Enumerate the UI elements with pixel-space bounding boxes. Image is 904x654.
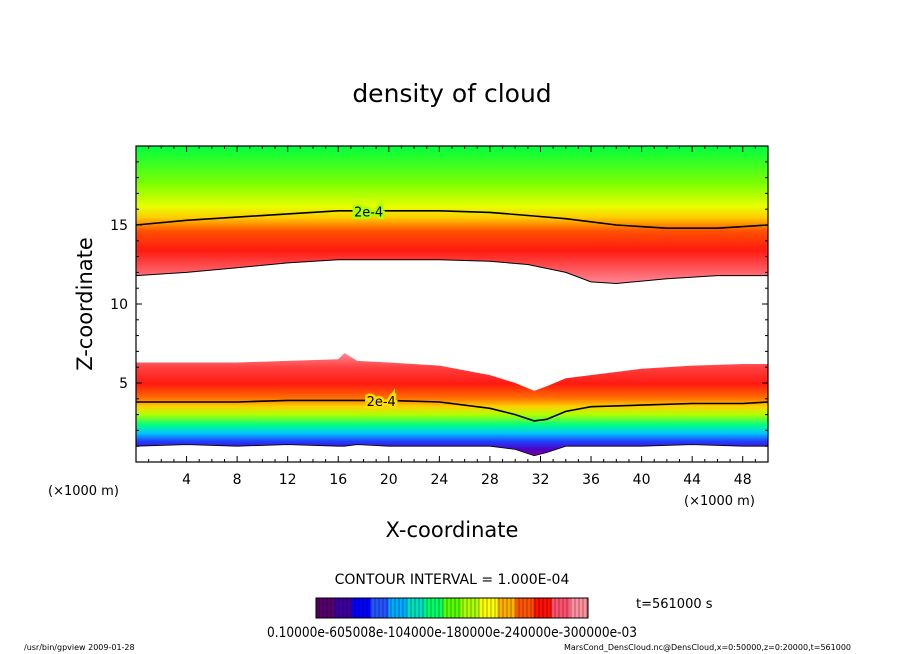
colorbar-cell bbox=[388, 598, 408, 618]
y-axis-label: Z-coordinate bbox=[73, 237, 97, 371]
colorbar-cell bbox=[352, 598, 371, 618]
x-axis-label: X-coordinate bbox=[386, 518, 519, 542]
x-tick-label: 28 bbox=[481, 472, 499, 488]
x-tick-label: 48 bbox=[734, 472, 752, 488]
y-tick-label: 10 bbox=[110, 297, 128, 313]
y-tick-label: 15 bbox=[110, 218, 128, 234]
colorbar-cell bbox=[497, 598, 516, 618]
x-tick-label: 32 bbox=[532, 472, 550, 488]
lower-contour-2e-4 bbox=[136, 399, 768, 422]
x-tick-label: 20 bbox=[380, 472, 398, 488]
colorbar-cell bbox=[461, 598, 480, 618]
colorbar-cell bbox=[551, 598, 571, 618]
colorbar-cell bbox=[479, 598, 498, 618]
contour-label-2: 2e-4 bbox=[367, 395, 396, 410]
colorbar-cell bbox=[316, 598, 335, 618]
time-stamp: t=561000 s bbox=[636, 597, 713, 612]
footer-left: /usr/bin/gpview 2009-01-28 bbox=[24, 643, 135, 652]
x-tick-label: 40 bbox=[633, 472, 651, 488]
colorbar-cell bbox=[424, 598, 444, 618]
colorbar-frame bbox=[315, 597, 589, 619]
colorbar-cell bbox=[569, 598, 589, 618]
lower-layer-boundary bbox=[136, 444, 768, 457]
footer-right: MarsCond_DensCloud.nc@DensCloud,x=0:5000… bbox=[564, 643, 851, 652]
x-tick-label: 36 bbox=[582, 472, 600, 488]
contour-label-1: 2e-4 bbox=[354, 206, 383, 221]
x-unit-right: (×1000 m) bbox=[684, 494, 755, 509]
colorbar-cell bbox=[515, 598, 535, 618]
x-tick-label: 4 bbox=[182, 472, 191, 488]
x-tick-label: 12 bbox=[279, 472, 297, 488]
y-tick-label: 5 bbox=[119, 376, 128, 392]
colorbar bbox=[316, 598, 589, 618]
colorbar-cell bbox=[334, 598, 353, 618]
colorbar-cell bbox=[406, 598, 426, 618]
colorbar-cell bbox=[442, 598, 462, 618]
x-tick-label: 8 bbox=[233, 472, 242, 488]
upper-cloud-layer bbox=[136, 146, 768, 284]
x-tick-label: 16 bbox=[329, 472, 347, 488]
contour-interval: CONTOUR INTERVAL = 1.000E-04 bbox=[335, 572, 570, 588]
colorbar-cell bbox=[370, 598, 390, 618]
x-tick-label: 44 bbox=[683, 472, 701, 488]
x-tick-label: 24 bbox=[430, 472, 448, 488]
upper-layer-boundary bbox=[136, 259, 768, 285]
upper-contour-2e-4 bbox=[136, 210, 768, 229]
x-unit-left: (×1000 m) bbox=[48, 484, 119, 499]
colorbar-labels: 0.10000e-605008e-104000e-180000e-240000e… bbox=[267, 625, 637, 641]
colorbar-cell bbox=[533, 598, 553, 618]
chart-title: density of cloud bbox=[352, 79, 551, 108]
